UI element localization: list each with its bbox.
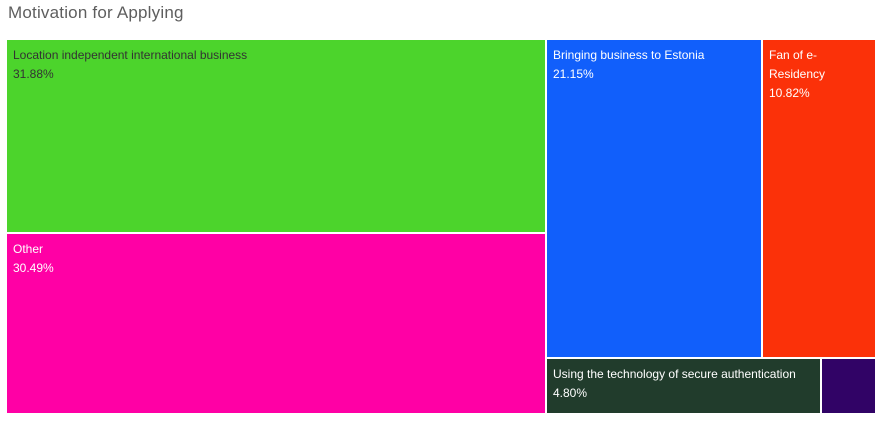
treemap-tile-location-independent-business[interactable]: Location independent international busin… — [7, 40, 545, 232]
tile-label: Other — [13, 242, 44, 256]
tile-label: Bringing business to Estonia — [553, 48, 705, 62]
page-title: Motivation for Applying — [8, 3, 184, 22]
treemap-tile-fan-of-eresidency[interactable]: Fan of e-Residency 10.82% — [763, 40, 875, 357]
treemap-tile-other[interactable]: Other 30.49% — [7, 234, 545, 413]
tile-value: 21.15% — [553, 67, 594, 81]
tile-value: 10.82% — [769, 86, 810, 100]
treemap-tile-secure-authentication[interactable]: Using the technology of secure authentic… — [547, 359, 820, 413]
tile-label: Using the technology of secure authentic… — [553, 367, 796, 381]
treemap-tile-bringing-business-to-estonia[interactable]: Bringing business to Estonia 21.15% — [547, 40, 761, 357]
tile-label: Fan of e-Residency — [769, 48, 826, 81]
tile-label: Location independent international busin… — [13, 48, 248, 62]
treemap: Location independent international busin… — [7, 40, 875, 413]
tile-value: 31.88% — [13, 67, 54, 81]
treemap-tile-unlabeled[interactable] — [822, 359, 875, 413]
tile-value: 30.49% — [13, 261, 54, 275]
tile-value: 4.80% — [553, 386, 588, 400]
